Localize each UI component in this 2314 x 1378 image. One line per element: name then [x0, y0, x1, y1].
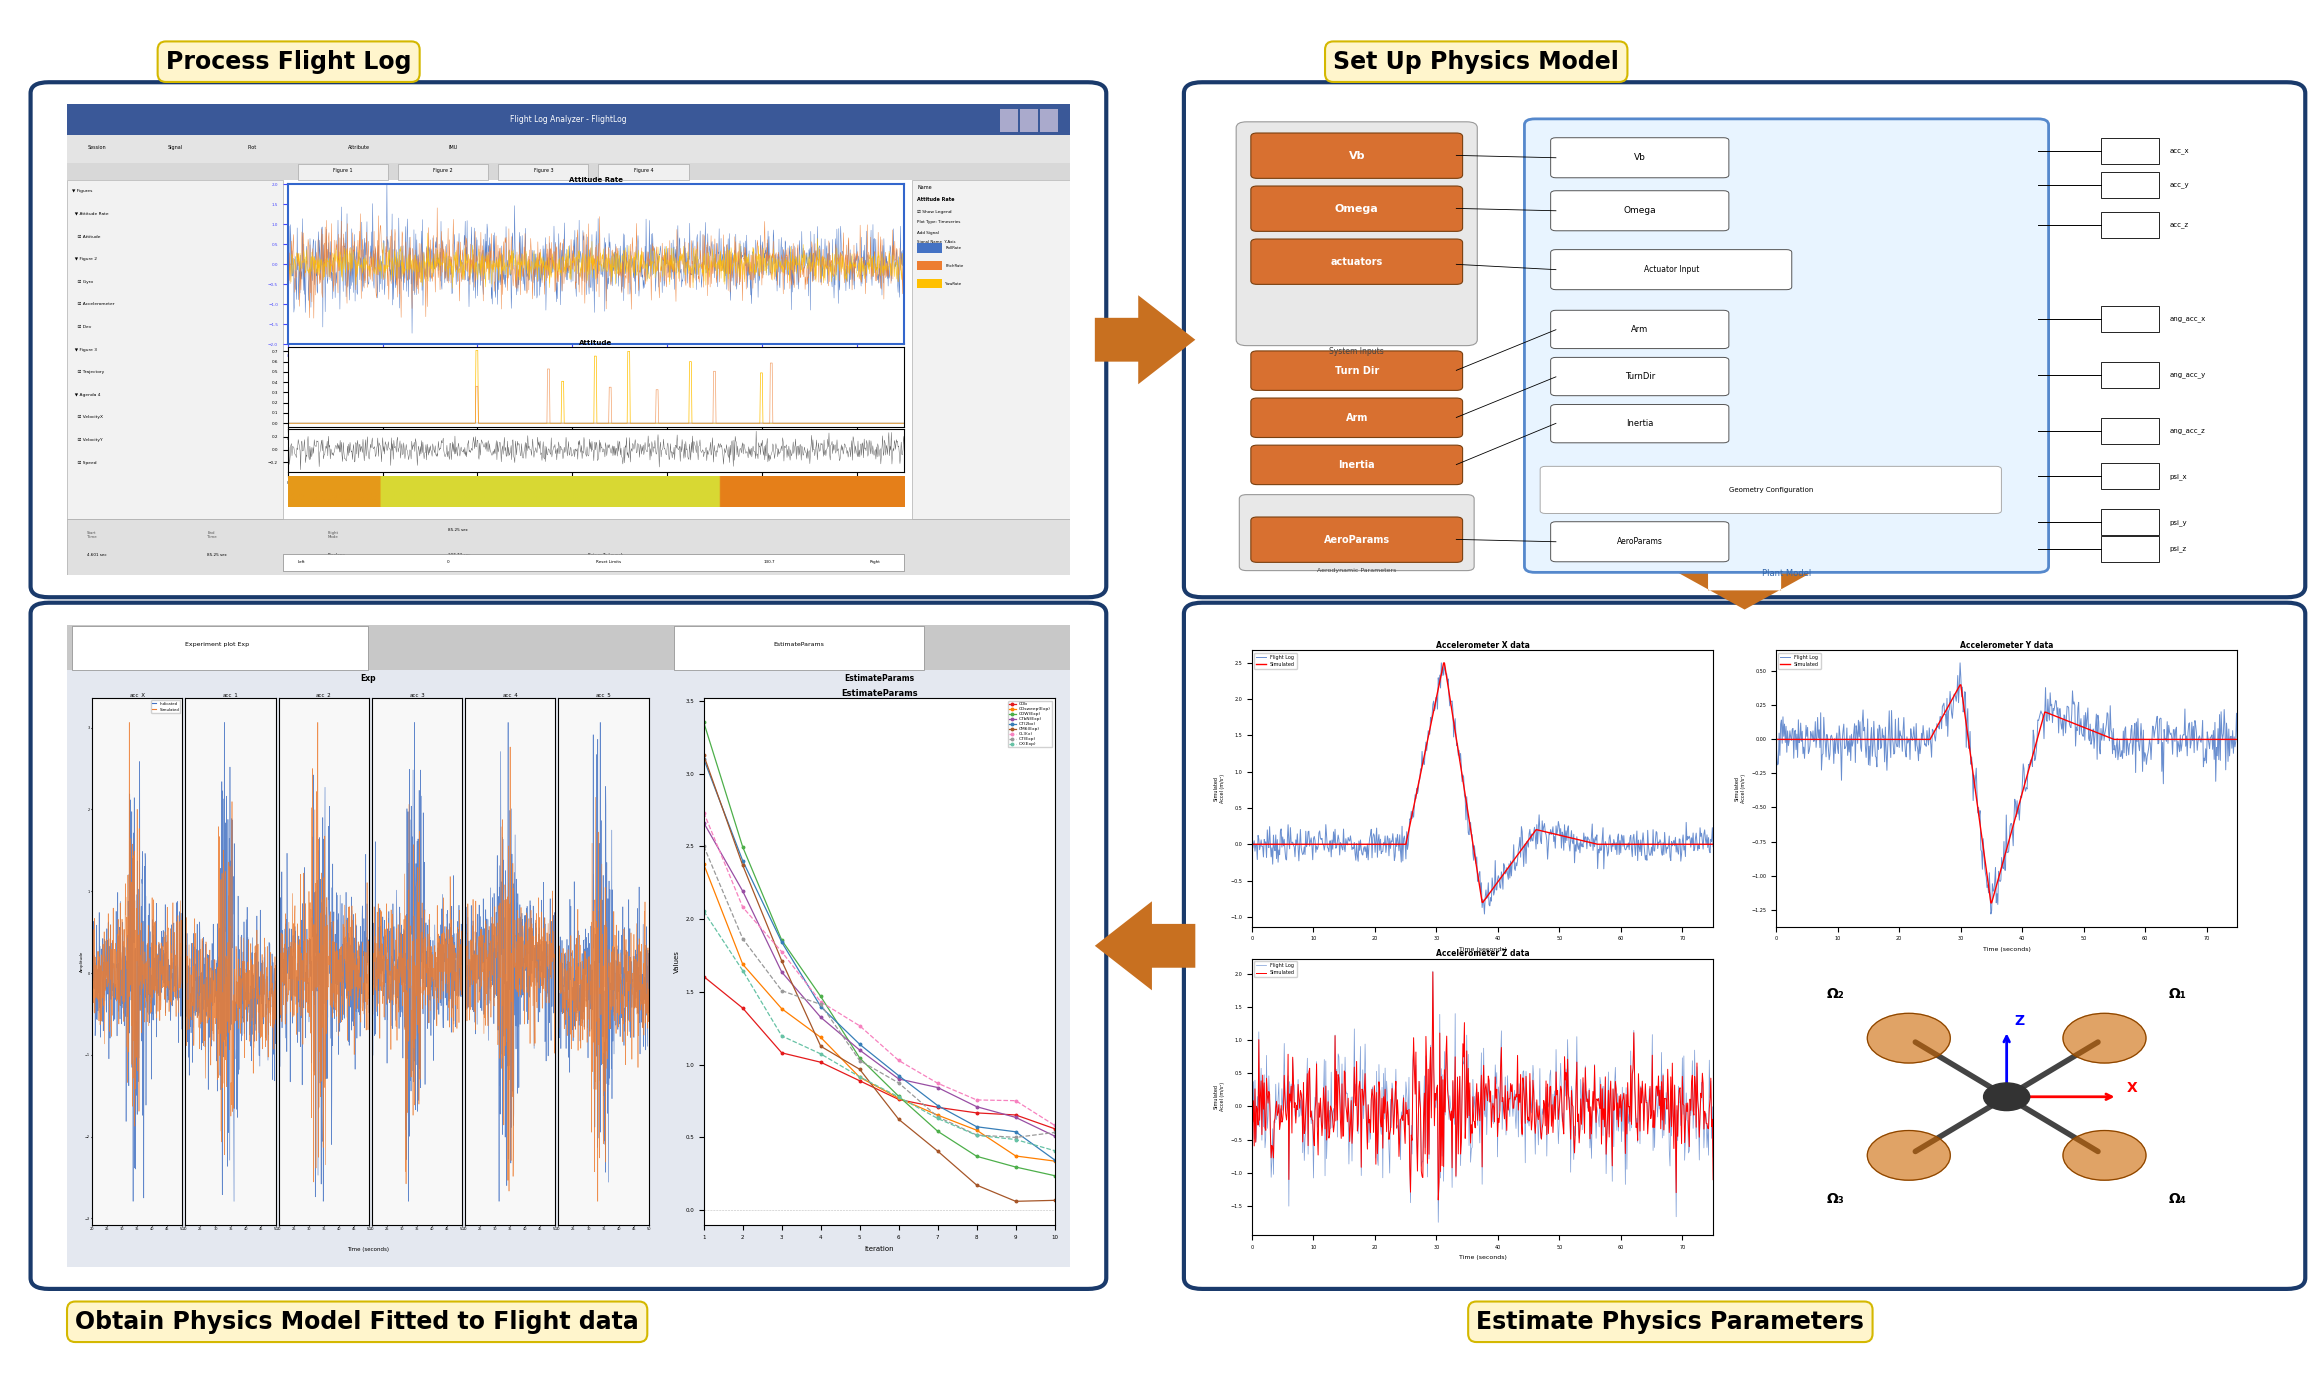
Text: Process Flight Log: Process Flight Log	[167, 50, 412, 73]
FancyBboxPatch shape	[1185, 83, 2305, 597]
FancyBboxPatch shape	[1185, 602, 2305, 1288]
Polygon shape	[1095, 295, 1196, 384]
Text: Set Up Physics Model: Set Up Physics Model	[1333, 50, 1620, 73]
FancyBboxPatch shape	[30, 602, 1106, 1288]
Polygon shape	[1095, 901, 1196, 991]
Text: Estimate Physics Parameters: Estimate Physics Parameters	[1476, 1309, 1865, 1334]
Text: Obtain Physics Model Fitted to Flight data: Obtain Physics Model Fitted to Flight da…	[76, 1309, 639, 1334]
Polygon shape	[1671, 569, 1819, 609]
FancyBboxPatch shape	[30, 83, 1106, 597]
